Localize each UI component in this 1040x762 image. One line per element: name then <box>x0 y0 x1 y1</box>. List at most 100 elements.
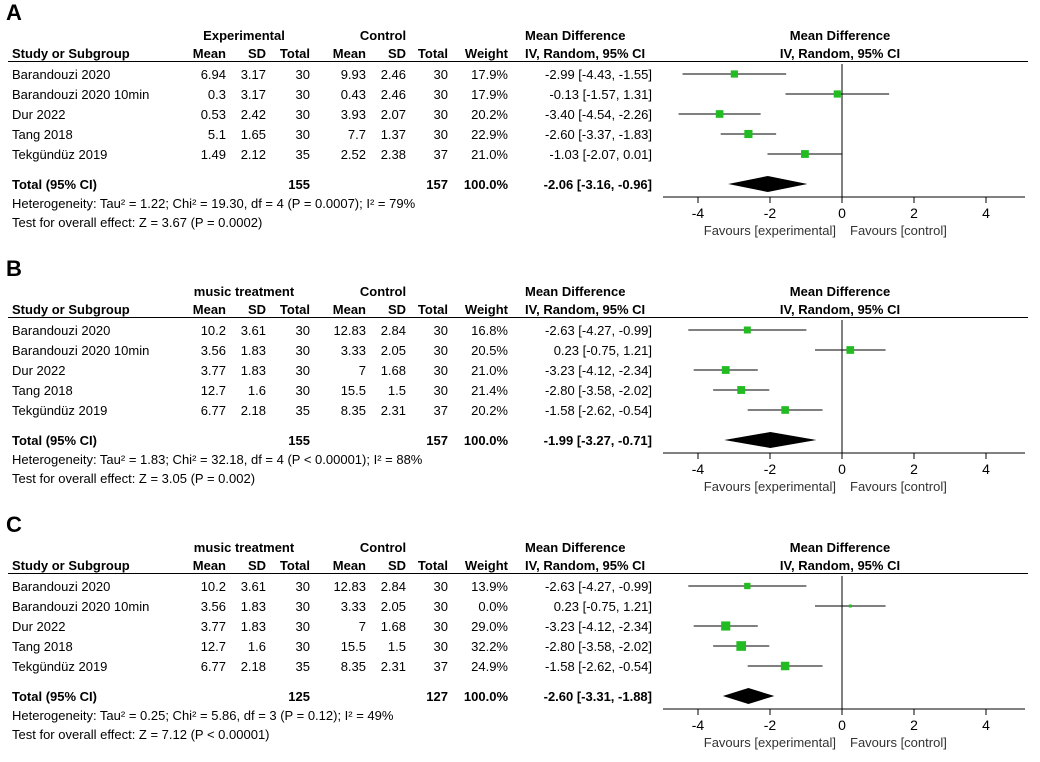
study-effect-marker <box>721 366 730 374</box>
study-mean2-cell: 12.83 <box>333 323 366 338</box>
study-mean2-cell: 7 <box>358 619 366 634</box>
group2-header: Control <box>359 284 407 299</box>
x-tick-label: 0 <box>838 717 846 733</box>
study-n2-cell: 30 <box>433 107 448 122</box>
study-mean1-cell: 10.2 <box>200 323 226 338</box>
study-sd2-cell: 2.05 <box>380 599 406 614</box>
total1-column-header: Total <box>279 558 310 573</box>
heterogeneity-text: Heterogeneity: Tau² = 1.83; Chi² = 32.18… <box>12 452 423 467</box>
study-ci_text-cell: -2.99 [-4.43, -1.55] <box>545 67 652 82</box>
study-ci_text-cell: -1.03 [-2.07, 0.01] <box>549 147 652 162</box>
study-weight-cell: 17.9% <box>471 67 508 82</box>
study-ci_text-cell: -3.40 [-4.54, -2.26] <box>545 107 652 122</box>
x-tick-label: 2 <box>910 461 918 477</box>
md-column-subtitle: IV, Random, 95% CI <box>525 302 646 317</box>
study-sd2-cell: 2.46 <box>380 87 406 102</box>
sd1-column-header: SD <box>247 558 266 573</box>
group2-header: Control <box>359 28 407 43</box>
study-sd1-cell: 1.83 <box>240 599 266 614</box>
study-name-cell: Barandouzi 2020 10min <box>12 87 150 102</box>
favours-control-label: Favours [control] <box>850 735 947 750</box>
study-ci_text-cell: -2.63 [-4.27, -0.99] <box>545 579 652 594</box>
study-ci_text-cell: -3.23 [-4.12, -2.34] <box>545 363 652 378</box>
study-n2-cell: 30 <box>433 599 448 614</box>
study-mean2-cell: 0.43 <box>340 87 366 102</box>
md-column-title: Mean Difference <box>525 284 626 299</box>
study-sd1-cell: 2.42 <box>240 107 266 122</box>
total-weight-cell: 100.0% <box>463 689 508 704</box>
total-weight-cell: 100.0% <box>463 433 508 448</box>
study-sd1-cell: 1.6 <box>247 383 266 398</box>
study-weight-cell: 13.9% <box>471 579 508 594</box>
plot-title: Mean Difference <box>789 540 891 555</box>
plot-title: Mean Difference <box>789 284 891 299</box>
study-ci_text-cell: -2.80 [-3.58, -2.02] <box>545 639 652 654</box>
study-ci_text-cell: -2.80 [-3.58, -2.02] <box>545 383 652 398</box>
plot-subtitle: IV, Random, 95% CI <box>779 46 901 61</box>
plot-subtitle: IV, Random, 95% CI <box>779 558 901 573</box>
x-tick-label: -4 <box>692 205 705 221</box>
group1-header: Experimental <box>203 28 285 43</box>
study-column-header: Study or Subgroup <box>12 302 130 317</box>
overall-effect-text: Test for overall effect: Z = 7.12 (P < 0… <box>12 727 270 742</box>
study-sd1-cell: 1.65 <box>240 127 266 142</box>
study-ci_text-cell: -2.60 [-3.37, -1.83] <box>545 127 652 142</box>
x-tick-label: -2 <box>764 461 777 477</box>
study-name-cell: Barandouzi 2020 <box>12 323 111 338</box>
mean2-column-header: Mean <box>332 302 366 317</box>
pooled-effect-diamond <box>722 688 775 704</box>
study-sd1-cell: 2.18 <box>240 403 266 418</box>
study-name-cell: Tang 2018 <box>12 127 73 142</box>
study-ci_text-cell: -1.58 [-2.62, -0.54] <box>545 659 652 674</box>
x-tick-label: 2 <box>910 205 918 221</box>
study-n1-cell: 35 <box>295 403 310 418</box>
total-n1-cell: 155 <box>288 433 310 448</box>
study-mean2-cell: 9.93 <box>340 67 366 82</box>
total-n1-cell: 155 <box>288 177 310 192</box>
favours-experimental-label: Favours [experimental] <box>704 479 836 494</box>
sd2-column-header: SD <box>387 558 406 573</box>
x-tick-label: 0 <box>838 461 846 477</box>
study-sd1-cell: 3.61 <box>240 323 266 338</box>
total-n2-cell: 127 <box>426 689 448 704</box>
x-tick-label: 4 <box>982 205 990 221</box>
total-n2-cell: 157 <box>426 177 448 192</box>
sd1-column-header: SD <box>247 302 266 317</box>
study-sd2-cell: 1.5 <box>387 639 406 654</box>
study-name-cell: Barandouzi 2020 <box>12 67 111 82</box>
study-mean1-cell: 6.94 <box>200 67 226 82</box>
study-sd2-cell: 2.31 <box>380 403 406 418</box>
study-effect-marker <box>736 641 747 651</box>
study-mean1-cell: 6.77 <box>200 659 226 674</box>
sd1-column-header: SD <box>247 46 266 61</box>
favours-experimental-label: Favours [experimental] <box>704 223 836 238</box>
study-mean1-cell: 3.77 <box>200 363 226 378</box>
study-sd2-cell: 2.84 <box>380 323 406 338</box>
study-name-cell: Barandouzi 2020 <box>12 579 111 594</box>
forest-plot-area: -4 -2 0 2 4 Favours [experimental] Favours [co… <box>663 576 1025 750</box>
panel-label: B <box>6 256 22 281</box>
weight-column-header: Weight <box>464 46 508 61</box>
mean1-column-header: Mean <box>192 46 226 61</box>
study-mean2-cell: 3.33 <box>340 343 366 358</box>
study-weight-cell: 22.9% <box>471 127 508 142</box>
study-mean2-cell: 12.83 <box>333 579 366 594</box>
study-sd1-cell: 2.18 <box>240 659 266 674</box>
heterogeneity-text: Heterogeneity: Tau² = 1.22; Chi² = 19.30… <box>12 196 416 211</box>
study-n2-cell: 37 <box>433 147 448 162</box>
study-effect-marker <box>833 90 841 98</box>
study-effect-marker <box>730 70 738 78</box>
study-sd2-cell: 1.37 <box>380 127 406 142</box>
total-label-cell: Total (95% CI) <box>12 177 97 192</box>
study-sd1-cell: 1.83 <box>240 619 266 634</box>
study-weight-cell: 32.2% <box>471 639 508 654</box>
study-name-cell: Tekgündüz 2019 <box>12 147 108 162</box>
mean1-column-header: Mean <box>192 558 226 573</box>
study-n1-cell: 30 <box>295 87 310 102</box>
study-sd1-cell: 1.83 <box>240 343 266 358</box>
total1-column-header: Total <box>279 302 310 317</box>
sd2-column-header: SD <box>387 302 406 317</box>
study-n2-cell: 30 <box>433 67 448 82</box>
study-mean1-cell: 1.49 <box>200 147 226 162</box>
